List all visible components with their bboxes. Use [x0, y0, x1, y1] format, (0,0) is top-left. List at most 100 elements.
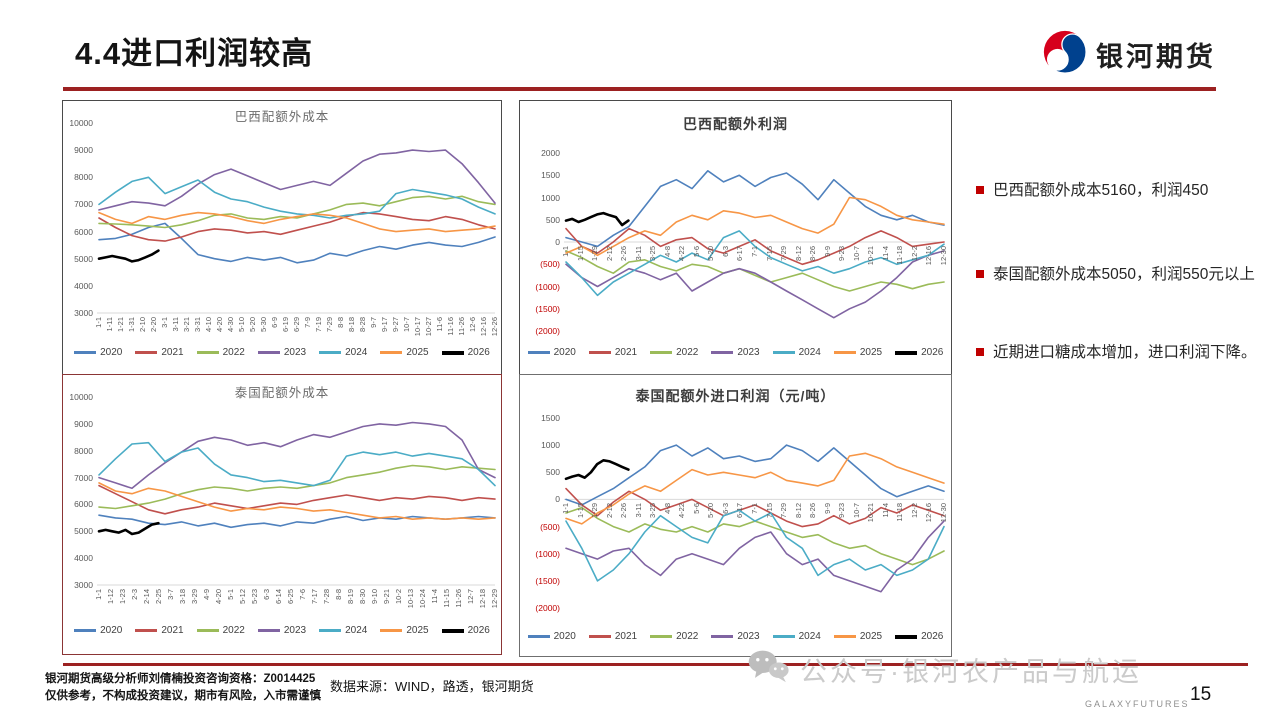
series-line-2026: [564, 211, 630, 227]
x-axis-tick-label: 5-30: [259, 317, 268, 333]
legend-label: 2023: [283, 347, 307, 358]
legend-swatch: [74, 629, 97, 632]
x-axis-tick-label: 8-12: [793, 246, 803, 262]
legend-item: 2024: [319, 347, 367, 358]
y-axis-tick-label: 10000: [69, 118, 93, 128]
company-logo: 银河期货: [1043, 30, 1216, 79]
series-line-2025: [98, 482, 496, 520]
chart-brazil-out-of-quota-cost: 巴西配额外成本 10000 9000 8000 7000 6000 5000 4000 3000…: [62, 100, 502, 375]
x-axis-tick-label: 1-1: [94, 317, 103, 328]
watermark-text: 公众号·银河农产品与航运: [800, 657, 1142, 687]
series-line-2023: [565, 250, 945, 319]
x-axis-tick-label: 11-6: [435, 317, 444, 332]
chart-plot: [97, 149, 496, 314]
page-title: 4.4进口利润较高: [75, 36, 314, 71]
series-line-2021: [565, 487, 945, 528]
x-axis-tick-label: 4-8: [662, 246, 672, 257]
x-axis-tick-label: 6-3: [720, 246, 730, 257]
legend-label: 2020: [553, 347, 576, 358]
x-axis-tick-label: 8-26: [808, 246, 818, 262]
legend-label: 2026: [921, 347, 944, 358]
y-axis-tick-label: (1000): [535, 548, 560, 559]
x-axis-tick-label: 4-20: [214, 589, 223, 605]
legend-item: 2020: [74, 625, 122, 636]
chart-plot: [97, 421, 496, 586]
x-axis-tick-label: 1-1: [561, 503, 570, 515]
y-axis-tick-label: 0: [555, 237, 560, 247]
x-axis-tick-label: 4-9: [202, 589, 211, 600]
legend-swatch: [650, 635, 673, 638]
chart-title: 巴西配额外成本: [234, 110, 330, 124]
legend-label: 2024: [345, 625, 368, 636]
legend-label: 2022: [676, 631, 699, 642]
legend-swatch: [650, 351, 673, 354]
legend-item: 2020: [527, 631, 576, 642]
x-axis-tick-label: 8-12: [793, 503, 803, 519]
x-axis-tick-label: 6-19: [281, 317, 290, 333]
x-axis-tick-label: 7-17: [310, 589, 319, 605]
x-axis-tick-label: 8-8: [336, 317, 345, 328]
x-axis-tick-label: 6-9: [270, 317, 279, 328]
legend-swatch: [441, 350, 464, 355]
bullet-text: 近期进口糖成本增加，进口利润下降。: [993, 344, 1257, 361]
legend-label: 2020: [100, 347, 123, 358]
legend-label: 2026: [467, 347, 490, 358]
x-axis-tick-label: 5-10: [237, 317, 246, 333]
legend-label: 2020: [100, 625, 123, 636]
y-axis-tick-label: 3000: [74, 580, 93, 590]
chart-title: 巴西配额外利润: [683, 116, 788, 132]
series-line-2025: [98, 211, 496, 233]
x-axis-tick-label: 12-26: [490, 317, 499, 337]
y-axis-tick-label: 6000: [74, 499, 93, 510]
series-line-2022: [98, 464, 496, 510]
legend-label: 2023: [283, 625, 307, 636]
legend-swatch: [380, 351, 403, 354]
y-axis-tick-label: 500: [545, 467, 560, 478]
x-axis-tick-label: 7-29: [325, 317, 334, 333]
x-axis-tick-label: 12-2: [909, 503, 919, 519]
legend-item: 2025: [380, 625, 429, 636]
x-axis-tick-label: 12-29: [490, 589, 499, 609]
legend-item: 2020: [527, 347, 576, 358]
legend-swatch: [772, 351, 795, 354]
legend-item: 2026: [441, 347, 490, 358]
y-axis-tick-label: (1500): [535, 575, 560, 586]
legend-item: 2022: [650, 631, 698, 642]
x-axis-tick-label: 7-28: [322, 589, 331, 605]
x-axis-tick-label: 12-2: [909, 246, 919, 262]
x-axis-tick-label: 9-21: [382, 589, 391, 605]
galaxy-logo-icon: [1043, 30, 1087, 79]
legend-swatch: [257, 351, 280, 354]
legend-item: 2020: [74, 347, 122, 358]
legend-swatch: [527, 351, 550, 354]
x-axis-tick-label: 12-7: [466, 589, 475, 605]
legend-swatch: [196, 629, 219, 632]
legend-label: 2025: [406, 625, 429, 636]
footer-divider: [63, 663, 1248, 666]
x-axis-tick-label: 7-6: [298, 589, 307, 600]
legend-label: 2024: [798, 347, 821, 358]
chart-legend: 2020 2021 2022 2023 2024 2025 2026: [520, 631, 951, 642]
y-axis-tick-label: 5000: [74, 526, 93, 537]
x-axis-tick-label: 6-3: [262, 589, 271, 600]
x-axis-tick-label: 2-26: [619, 246, 629, 262]
x-axis-tick-label: 10-7: [402, 317, 411, 333]
legend-item: 2025: [833, 631, 882, 642]
x-axis-tick-label: 5-12: [238, 589, 247, 605]
legend-swatch: [895, 350, 918, 355]
legend-swatch: [380, 629, 403, 632]
risk-warning: 仅供参考，不构成投资建议，期市有风险，入市需谨慎: [45, 690, 321, 703]
series-line-2026: [97, 521, 160, 536]
x-axis-tick-label: 1-29: [590, 503, 600, 519]
y-axis-tick-label: 4000: [74, 280, 93, 291]
legend-swatch: [833, 351, 856, 354]
x-axis-tick-label: 10-27: [424, 317, 433, 337]
series-line-2020: [565, 444, 945, 506]
legend-item: 2022: [196, 347, 245, 358]
y-axis-tick-label: 1500: [541, 413, 560, 423]
y-axis-tick-label: (500): [540, 521, 560, 532]
page-number: 15: [1190, 684, 1212, 705]
y-axis-tick-label: 5000: [74, 253, 93, 264]
x-axis-tick-label: 5-20: [248, 317, 257, 333]
x-axis-tick-label: 6-17: [735, 246, 745, 262]
